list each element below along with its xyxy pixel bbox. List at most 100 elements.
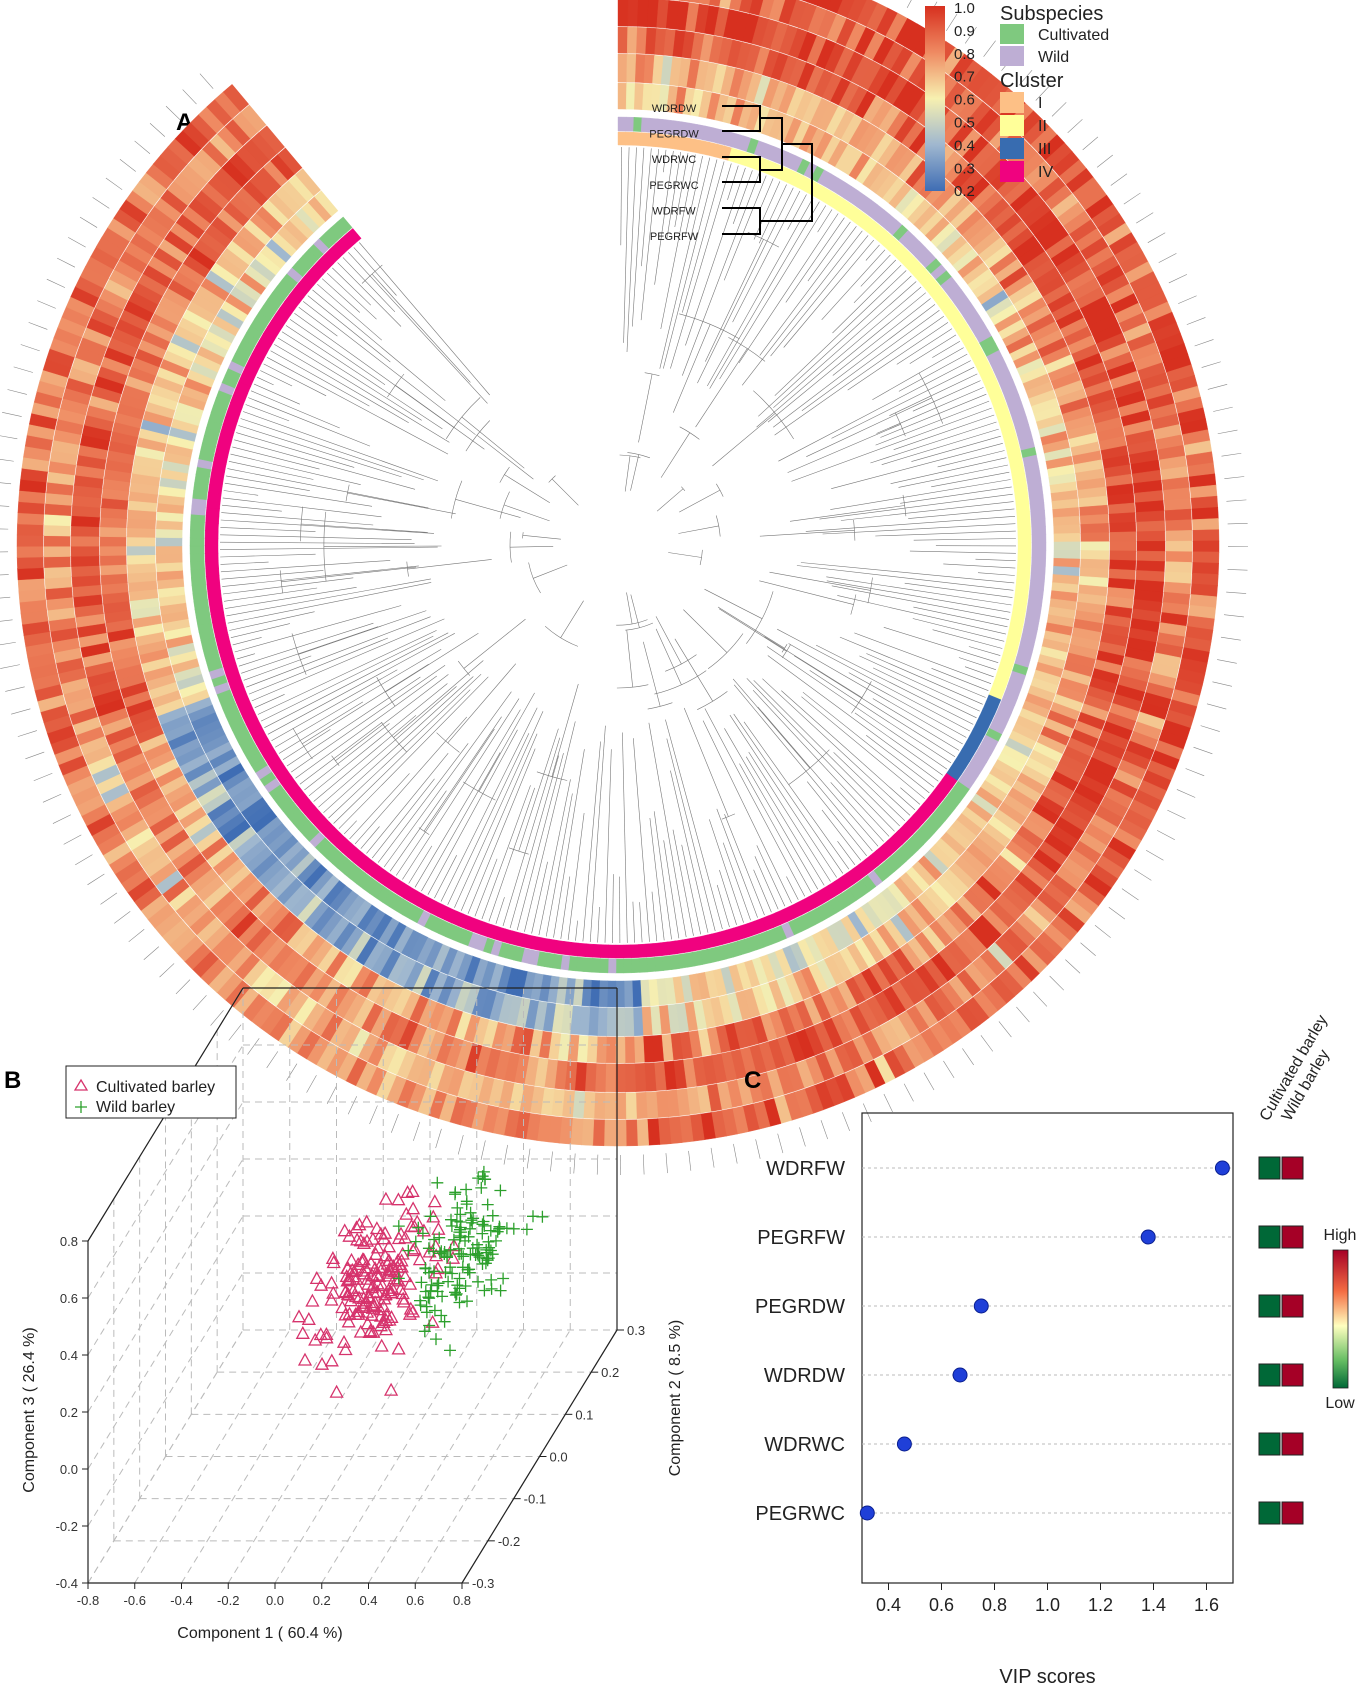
wild-point xyxy=(423,1319,436,1332)
wild-point xyxy=(432,1277,445,1290)
dendrogram-leaf xyxy=(589,725,606,943)
accession-label-tick xyxy=(983,40,996,57)
heat-cell xyxy=(99,545,127,557)
wild-point xyxy=(409,1235,422,1248)
cultivated-point xyxy=(340,1273,355,1287)
wild-point xyxy=(472,1241,485,1254)
dendrogram-leaf xyxy=(260,635,434,722)
vip-group-cell xyxy=(1281,1225,1304,1249)
cultivated-point xyxy=(349,1220,364,1234)
vip-group-cell xyxy=(1281,1501,1304,1525)
dendrogram-leaf xyxy=(481,785,531,920)
cultivated-point xyxy=(338,1284,353,1298)
dendrogram-branch xyxy=(718,608,787,652)
accession-label-tick xyxy=(1193,746,1213,755)
dendrogram-leaf xyxy=(770,235,869,357)
cultivated-point xyxy=(347,1264,362,1278)
wild-point xyxy=(415,1276,428,1289)
dendrogram-branch xyxy=(385,632,479,693)
dendrogram-leaf xyxy=(313,715,417,802)
dendrogram-leaf xyxy=(756,845,786,907)
x-tick-label: 0.8 xyxy=(453,1593,471,1608)
wild-point xyxy=(461,1263,474,1276)
heat-cell xyxy=(258,125,285,154)
heat-cell xyxy=(295,168,321,197)
heat-cell xyxy=(17,577,45,592)
subspecies-cell xyxy=(336,216,353,234)
dendrogram-leaf xyxy=(832,264,902,334)
vip-x-tick-label: 0.4 xyxy=(876,1595,901,1615)
accession-label-tick xyxy=(79,216,98,228)
dendrogram-leaf xyxy=(366,753,449,854)
cultivated-point xyxy=(359,1214,374,1228)
dendrogram-branch xyxy=(705,239,764,362)
dendrogram-branch xyxy=(504,474,550,504)
dendrogram-leaf xyxy=(251,618,445,702)
heat-cell xyxy=(1165,519,1193,532)
wild-point xyxy=(459,1280,472,1292)
dendrogram-leaf xyxy=(893,414,995,450)
dendrogram-leaf xyxy=(228,461,314,480)
dendrogram-leaf xyxy=(833,752,906,822)
accession-label-tick xyxy=(1206,703,1227,710)
wild-point xyxy=(507,1222,520,1235)
dendrogram-arc xyxy=(851,681,872,714)
subspecies-cell xyxy=(638,957,649,973)
dendrogram-leaf xyxy=(622,732,628,943)
dendrogram-leaf xyxy=(783,239,875,348)
heat-cell xyxy=(627,0,639,27)
accession-label-tick xyxy=(326,1085,337,1104)
dendrogram-leaf xyxy=(791,407,992,482)
wild-point xyxy=(465,1214,478,1227)
heat-cell xyxy=(1192,518,1220,532)
accession-label-tick xyxy=(0,641,16,646)
wild-point xyxy=(473,1251,486,1264)
heat-cell xyxy=(617,26,629,54)
wild-point xyxy=(438,1248,451,1260)
dendrogram-branch xyxy=(551,683,579,777)
dendrogram-leaf xyxy=(832,298,931,376)
wild-point xyxy=(453,1272,466,1285)
dendrogram-leaf xyxy=(781,690,916,811)
heat-cell xyxy=(595,1036,607,1064)
dendrogram-leaf xyxy=(865,244,880,261)
dendrogram-leaf xyxy=(666,151,681,239)
dendrogram-leaf xyxy=(286,676,421,767)
wild-point xyxy=(494,1184,507,1197)
dendrogram-leaf xyxy=(746,678,895,832)
dendrogram-leaf xyxy=(709,201,820,389)
dendrogram-leaf xyxy=(786,876,799,900)
colorbar-tick: 0.6 xyxy=(954,92,975,109)
dendrogram-leaf xyxy=(274,344,409,424)
dendrogram-leaf xyxy=(222,577,354,595)
dendrogram-leaf xyxy=(221,504,282,512)
wild-point xyxy=(460,1183,473,1196)
accession-label-tick xyxy=(457,1134,464,1155)
cluster-cell xyxy=(630,944,640,959)
heat-cell xyxy=(1136,520,1166,533)
wild-point xyxy=(479,1257,492,1270)
dendrogram-branch xyxy=(717,606,785,649)
cultivated-point xyxy=(381,1239,397,1253)
cluster-legend-label: I xyxy=(1038,95,1042,112)
accession-label-tick xyxy=(114,911,131,924)
heat-cell xyxy=(99,526,127,538)
dendrogram-leaf xyxy=(774,270,907,396)
dendrogram-leaf xyxy=(723,175,767,281)
dendrogram-leaf xyxy=(454,711,544,908)
pca-3d-plot: -0.8 -0.6 -0.4 -0.2 0.0 0.2 0.4 0.6 0.8 -0.4 -0.2 0… xyxy=(21,987,684,1642)
cultivated-point xyxy=(391,1231,406,1245)
vip-point xyxy=(859,1505,875,1521)
vip-category-label: PEGRDW xyxy=(755,1296,845,1318)
accession-label-tick xyxy=(165,105,181,121)
dendrogram-branch xyxy=(522,535,561,540)
z-tick-label: -0.2 xyxy=(498,1534,520,1549)
vip-group-cell xyxy=(1281,1294,1304,1318)
ring-label: PEGRWC xyxy=(649,180,698,192)
accession-label-tick xyxy=(5,686,25,692)
dendrogram-leaf xyxy=(958,657,996,670)
dendrogram-leaf xyxy=(931,471,1010,488)
heat-cell xyxy=(43,545,71,558)
heat-cell xyxy=(635,1118,650,1146)
dendrogram-leaf xyxy=(278,701,364,754)
